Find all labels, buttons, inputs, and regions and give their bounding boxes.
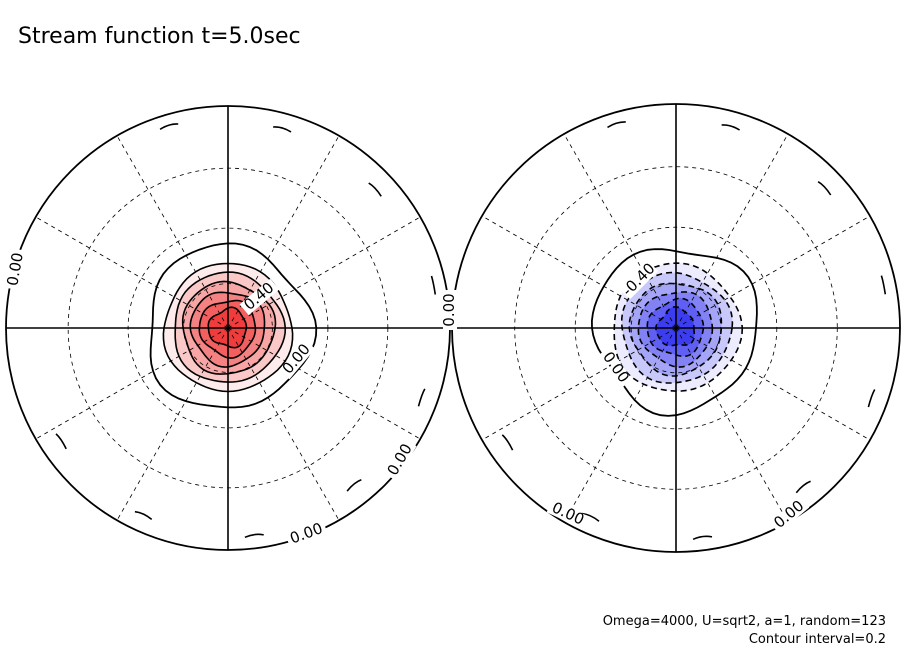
right-hemisphere-panel: -0.400.000.000.00 0.00 xyxy=(440,103,901,553)
meridian-line xyxy=(675,327,789,523)
boundary-contour-fragment xyxy=(368,182,382,197)
boundary-contour-fragment xyxy=(346,479,362,492)
meridian-line xyxy=(563,133,677,329)
meridian-line xyxy=(116,135,229,329)
meridian-line xyxy=(481,327,677,441)
contour-label-background xyxy=(769,496,810,534)
meridian-line xyxy=(227,327,340,521)
boundary-contour-fragment xyxy=(159,123,179,130)
boundary-contour-fragment xyxy=(607,121,626,129)
meridian-line xyxy=(675,327,871,441)
meridian-line xyxy=(481,215,677,329)
meridian-line xyxy=(227,327,421,440)
meridian-line xyxy=(116,327,229,521)
contour-label: 0.00 xyxy=(288,519,326,547)
boundary-contour-fragment xyxy=(417,388,426,407)
boundary-contour-fragment xyxy=(55,433,67,450)
contour-line xyxy=(637,291,714,368)
parameters-note: Omega=4000, U=sqrt2, a=1, random=123 xyxy=(602,614,886,629)
boundary-contour-fragment xyxy=(721,124,741,131)
contour-label-background xyxy=(620,261,659,300)
meridian-line xyxy=(563,327,677,523)
boundary-contour-fragment xyxy=(867,389,876,408)
meridian-line xyxy=(35,327,229,440)
contour-label-background xyxy=(285,520,328,548)
contour-label-background xyxy=(598,347,633,389)
boundary-contour-fragment xyxy=(134,510,153,521)
contour-label-background xyxy=(5,248,27,291)
meridian-line xyxy=(227,135,340,329)
boundary-contour-fragment xyxy=(430,275,437,295)
boundary-contour-fragment xyxy=(795,480,811,494)
boundary-contour-fragment xyxy=(880,275,887,295)
chart-title: Stream function t=5.0sec xyxy=(18,24,301,49)
boundary-contour-fragment xyxy=(244,533,264,539)
meridian-line xyxy=(227,216,421,329)
boundary-contour-fragment xyxy=(581,512,600,522)
contour-label: 0.00 xyxy=(440,293,458,326)
contour-label-background xyxy=(384,439,417,481)
meridian-line xyxy=(35,216,229,329)
boundary-contour-fragment xyxy=(273,126,292,133)
meridian-line xyxy=(675,133,789,329)
contour-label-background xyxy=(278,339,316,380)
meridian-line xyxy=(675,215,871,329)
boundary-contour-fragment xyxy=(501,434,514,451)
contour-label-background xyxy=(239,278,280,316)
contour-interval-note: Contour interval=0.2 xyxy=(748,632,886,647)
contour-label-background xyxy=(443,290,457,330)
left-hemisphere-panel: 0.400.000.000.000.00 xyxy=(3,105,451,551)
contour-label-background xyxy=(546,499,589,530)
boundary-contour-fragment xyxy=(817,181,832,196)
boundary-contour-fragment xyxy=(692,535,713,541)
contour-label: 0.00 xyxy=(3,251,27,287)
